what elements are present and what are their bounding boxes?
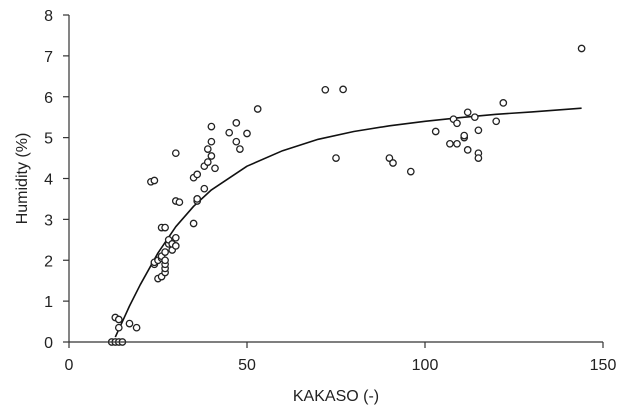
data-point (321, 85, 330, 94)
x-tick-label: 0 (65, 357, 74, 374)
y-tick-label: 6 (44, 90, 53, 107)
data-point (161, 248, 169, 256)
data-point (171, 149, 180, 158)
y-tick-label: 4 (44, 172, 53, 189)
data-points (107, 44, 586, 346)
data-point (193, 170, 202, 179)
y-tick-label: 5 (44, 131, 53, 148)
data-point (406, 167, 415, 176)
data-point (446, 139, 454, 148)
data-point (175, 198, 184, 207)
data-point (389, 159, 397, 167)
fit-layer (114, 107, 582, 338)
x-tick-label: 100 (412, 357, 439, 374)
data-point (474, 126, 483, 135)
data-point (207, 152, 216, 160)
data-point (431, 127, 440, 136)
y-axis-ticks: 0 1 2 3 4 5 6 7 8 (44, 8, 69, 352)
data-point (339, 85, 347, 94)
data-point (463, 146, 472, 154)
y-tick-label: 8 (44, 8, 53, 25)
data-point (125, 319, 134, 328)
x-tick-label: 150 (590, 357, 617, 374)
data-point (161, 223, 169, 232)
data-point (463, 108, 472, 117)
x-axis-title: KAKASO (-) (293, 388, 379, 405)
y-tick-label: 0 (44, 335, 53, 352)
fit-curve (114, 107, 582, 338)
x-tick-label: 50 (238, 357, 256, 374)
data-point (171, 242, 180, 250)
data-point (385, 154, 394, 162)
data-point (114, 323, 123, 332)
data-point (207, 122, 216, 131)
data-point (499, 99, 508, 107)
data-point (203, 158, 212, 166)
data-point (453, 119, 461, 128)
data-point (253, 105, 262, 113)
data-point (232, 137, 241, 146)
data-point (453, 139, 461, 148)
data-point (114, 315, 123, 324)
y-axis-title: Humidity (%) (14, 133, 31, 225)
data-point (236, 145, 244, 153)
y-tick-label: 2 (44, 253, 53, 270)
data-point (474, 154, 483, 162)
data-point (460, 131, 469, 140)
y-tick-label: 7 (44, 49, 53, 66)
y-tick-label: 3 (44, 212, 53, 229)
data-point (577, 44, 586, 53)
data-point (225, 128, 234, 137)
data-point (470, 113, 479, 122)
data-point (189, 219, 198, 228)
data-point (200, 184, 209, 193)
data-point (171, 233, 180, 242)
data-point (243, 129, 251, 138)
plot-area (107, 44, 586, 346)
data-point (207, 137, 216, 146)
y-tick-label: 1 (44, 294, 53, 311)
data-point (161, 256, 169, 265)
data-point (150, 176, 159, 185)
data-point (203, 145, 212, 153)
data-point (211, 164, 219, 173)
data-point (332, 154, 340, 162)
data-point (492, 117, 501, 126)
x-axis-ticks: 0 50 100 150 (65, 342, 617, 374)
data-point (132, 323, 141, 332)
data-point (193, 195, 202, 203)
data-point (232, 119, 241, 127)
